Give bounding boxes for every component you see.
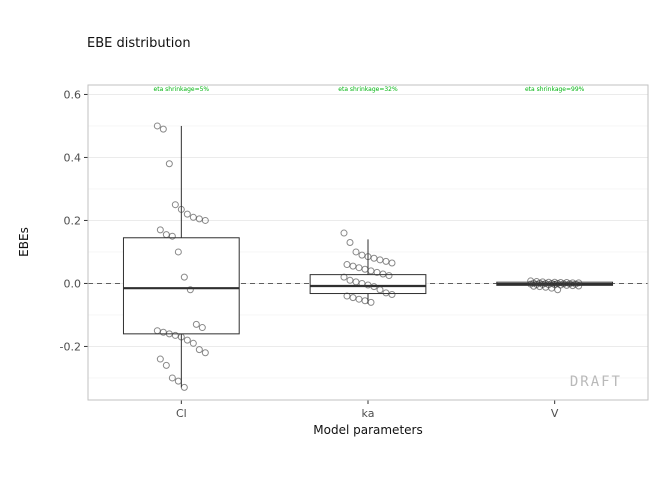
jitter-point	[165, 160, 173, 168]
jitter-point	[171, 201, 179, 209]
jitter-point	[192, 320, 200, 328]
chart-title: EBE distribution	[87, 36, 191, 51]
jitter-point	[180, 273, 188, 281]
jitter-point	[168, 374, 176, 382]
jitter-point	[388, 259, 396, 267]
shrinkage-annotation-Cl: eta shrinkage=5%	[154, 86, 210, 93]
shrinkage-annotation-V: eta shrinkage=99%	[525, 86, 585, 93]
jitter-point	[183, 336, 191, 344]
jitter-point	[201, 349, 209, 357]
jitter-point	[340, 229, 348, 237]
jitter-point	[346, 239, 354, 246]
y-tick-label: 0.2	[64, 214, 82, 227]
jitter-point	[367, 298, 375, 306]
jitter-point	[385, 272, 393, 280]
jitter-point	[177, 205, 185, 213]
jitter-point	[177, 333, 185, 341]
box-Cl	[122, 237, 240, 335]
x-axis-title: Model parameters	[313, 423, 423, 437]
jitter-point	[183, 210, 191, 218]
jitter-point	[340, 273, 348, 281]
jitter-point	[195, 346, 203, 354]
jitter-point	[352, 248, 360, 256]
y-tick-label: 0.4	[64, 151, 82, 164]
x-tick-label: ka	[362, 407, 375, 420]
jitter-point	[554, 286, 562, 294]
jitter-point	[180, 383, 188, 391]
jitter-point	[198, 324, 206, 332]
jitter-point	[186, 286, 194, 294]
jitter-point	[376, 286, 384, 294]
jitter-point	[201, 216, 209, 224]
box-ka	[309, 274, 427, 295]
x-tick-label: Cl	[176, 407, 187, 420]
jitter-point	[153, 122, 161, 130]
shrinkage-annotation-ka: eta shrinkage=32%	[338, 86, 398, 93]
panel-border	[87, 84, 649, 401]
jitter-point	[156, 226, 164, 234]
y-tick-label: 0.6	[64, 88, 82, 101]
jitter-point	[159, 125, 167, 133]
jitter-point	[156, 355, 164, 363]
y-tick-label: 0.0	[64, 277, 82, 290]
draft-watermark: DRAFT	[569, 374, 622, 390]
jitter-point	[174, 377, 182, 385]
jitter-point	[174, 248, 182, 256]
jitter-point	[168, 232, 176, 240]
y-tick-label: -0.2	[60, 340, 81, 353]
x-tick-label: V	[551, 407, 559, 420]
jitter-point	[388, 290, 396, 298]
jitter-point	[189, 339, 197, 347]
jitter-point	[575, 282, 583, 290]
jitter-point	[370, 283, 378, 291]
jitter-point	[162, 361, 170, 369]
